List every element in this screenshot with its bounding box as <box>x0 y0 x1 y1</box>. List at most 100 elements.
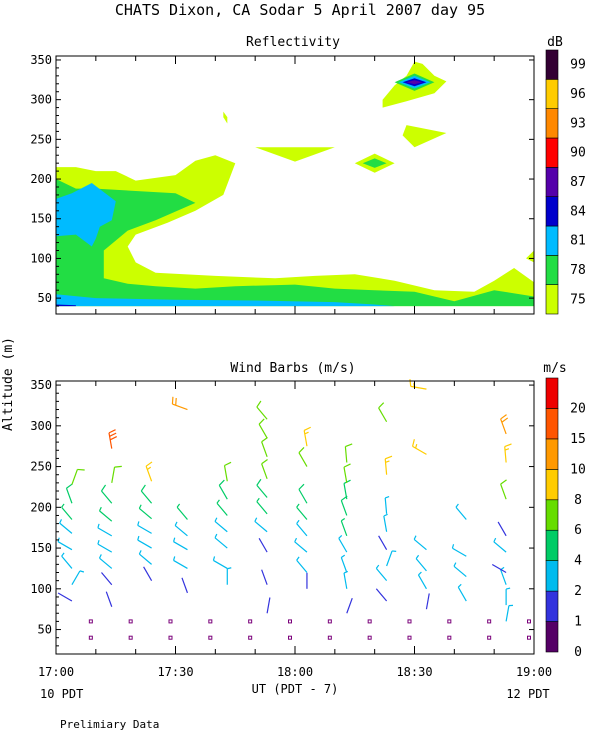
wind-barb <box>378 402 388 423</box>
barb-staff <box>261 569 268 585</box>
calm-marker <box>487 635 492 640</box>
barb-staff <box>343 572 348 589</box>
barb-staff <box>375 568 388 582</box>
colorbar-tick-label: 10 <box>570 462 586 477</box>
db-colorbar-title: dB <box>547 35 563 50</box>
colorbar-tick-label: 75 <box>570 292 586 307</box>
calm-marker <box>248 619 253 624</box>
wind-barb <box>505 604 514 622</box>
barb-flag <box>343 479 351 484</box>
barb-flag <box>378 402 385 409</box>
wind-barb <box>296 519 308 537</box>
barb-staff <box>218 485 228 500</box>
colorbar-swatch <box>545 590 559 622</box>
barb-half-flag <box>98 554 102 559</box>
barb-staff <box>254 521 268 533</box>
barb-staff <box>298 452 308 467</box>
wind-barb <box>181 577 189 594</box>
barb-half-flag <box>61 552 65 557</box>
barb-staff <box>174 525 188 537</box>
barb-staff <box>143 566 153 581</box>
wind-barb <box>261 458 268 479</box>
calm-marker <box>168 635 173 640</box>
calm-marker <box>168 619 173 624</box>
barb-staff <box>105 591 113 607</box>
barb-staff <box>384 497 388 514</box>
barb-flag <box>258 418 265 425</box>
left-time-note: 10 PDT <box>40 687 83 701</box>
reflectivity-region-75db <box>223 111 228 124</box>
x-axis-label: UT (PDT - 7) <box>252 682 339 696</box>
wind-barb <box>261 569 268 585</box>
calm-marker <box>407 635 412 640</box>
reflectivity-region-81db <box>56 183 116 247</box>
wind-barb <box>500 479 507 500</box>
barb-flag <box>504 443 512 448</box>
barb-flag <box>256 400 262 408</box>
x-tick-label: 17:00 <box>38 665 74 679</box>
wind-barb <box>71 570 85 586</box>
calm-marker <box>327 635 332 640</box>
wind-barb <box>111 465 122 483</box>
barb-half-flag <box>97 523 100 529</box>
wind-barb <box>261 436 268 457</box>
barb-staff <box>214 521 228 533</box>
x-tick-label: 19:00 <box>516 665 552 679</box>
barb-staff <box>266 597 271 614</box>
wind-barb <box>173 537 188 551</box>
barb-half-flag <box>97 540 100 545</box>
barb-staff <box>344 446 348 463</box>
reflectivity-x-ticks <box>55 56 535 314</box>
colorbar-tick-label: 78 <box>570 263 586 278</box>
speed-colorbar-title: m/s <box>543 361 566 376</box>
wind-barb <box>145 461 153 482</box>
barb-flag <box>100 484 107 492</box>
wind-title: Wind Barbs (m/s) <box>230 361 355 376</box>
calm-marker <box>88 635 93 640</box>
wind-barb <box>137 535 152 549</box>
barb-staff <box>493 541 507 553</box>
barb-staff <box>384 458 388 475</box>
barb-staff <box>213 559 228 569</box>
wind-barb <box>171 396 188 411</box>
wind-barb <box>108 429 118 449</box>
colorbar-tick-label: 90 <box>570 146 586 161</box>
wind-barb <box>258 418 268 439</box>
colorbar-tick-label: 2 <box>574 584 582 599</box>
barb-half-flag <box>214 517 218 522</box>
barb-staff <box>223 465 228 482</box>
wind-barb <box>453 562 467 578</box>
barb-staff <box>298 489 308 504</box>
y-tick-label: 50 <box>38 291 52 305</box>
barb-flag <box>109 432 117 437</box>
barb-half-flag <box>216 499 220 504</box>
colorbar-swatch <box>545 499 559 531</box>
barb-flag <box>501 417 509 423</box>
calm-marker <box>128 635 133 640</box>
barb-flag <box>412 439 415 447</box>
wind-barb <box>226 567 232 585</box>
barb-staff <box>101 572 113 586</box>
wind-barb <box>375 588 388 602</box>
barb-flag <box>500 479 507 485</box>
x-tick-label: 18:30 <box>396 665 432 679</box>
calm-marker <box>487 619 492 624</box>
y-tick-label: 300 <box>30 93 52 107</box>
barb-half-flag <box>98 506 102 512</box>
wind-barb <box>500 414 509 435</box>
reflectivity-title: Reflectivity <box>246 35 340 50</box>
wind-barb <box>505 587 511 606</box>
barb-staff <box>296 506 308 520</box>
barb-staff <box>108 432 113 449</box>
barb-flag <box>256 478 262 486</box>
barb-staff <box>145 465 153 482</box>
wind-barb <box>254 517 268 533</box>
reflectivity-y-axis: 50 100 150 200 250 300 350 <box>30 53 534 315</box>
barb-staff <box>500 418 507 435</box>
barb-half-flag <box>146 466 152 470</box>
reflectivity-region-75db <box>526 250 534 263</box>
barb-half-flag <box>212 556 216 561</box>
barb-staff <box>258 537 268 553</box>
wind-barb <box>140 484 153 504</box>
